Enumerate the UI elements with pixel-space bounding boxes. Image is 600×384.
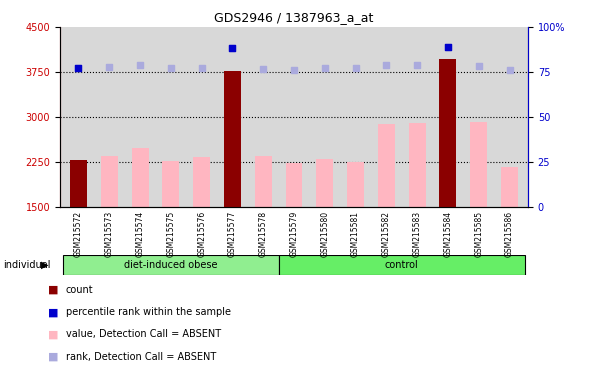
Text: GSM215578: GSM215578 — [259, 211, 268, 257]
Text: value, Detection Call = ABSENT: value, Detection Call = ABSENT — [66, 329, 221, 339]
Bar — [255, 156, 272, 207]
Text: percentile rank within the sample: percentile rank within the sample — [66, 307, 231, 317]
Bar — [70, 161, 87, 207]
Bar — [163, 161, 179, 207]
Bar — [286, 164, 302, 207]
Text: GSM215574: GSM215574 — [136, 211, 145, 257]
Text: ■: ■ — [48, 307, 59, 317]
Text: ■: ■ — [48, 352, 59, 362]
Text: count: count — [66, 285, 94, 295]
Text: GSM215583: GSM215583 — [413, 211, 422, 257]
Text: individual: individual — [3, 260, 50, 270]
Point — [505, 67, 514, 73]
Point — [412, 62, 422, 68]
Bar — [439, 60, 457, 207]
Text: GSM215579: GSM215579 — [290, 211, 299, 257]
Bar — [409, 123, 425, 207]
Text: control: control — [385, 260, 419, 270]
Text: GSM215577: GSM215577 — [228, 211, 237, 257]
Point — [227, 45, 237, 51]
Bar — [501, 167, 518, 207]
Text: GSM215586: GSM215586 — [505, 211, 514, 257]
Point — [351, 65, 361, 71]
Text: ■: ■ — [48, 329, 59, 339]
Title: GDS2946 / 1387963_a_at: GDS2946 / 1387963_a_at — [214, 11, 374, 24]
Bar — [347, 162, 364, 207]
Text: GSM215576: GSM215576 — [197, 211, 206, 257]
Text: diet-induced obese: diet-induced obese — [124, 260, 218, 270]
Point — [443, 44, 453, 50]
Point — [320, 65, 329, 71]
Point — [289, 67, 299, 73]
Bar — [378, 124, 395, 207]
Text: GSM215584: GSM215584 — [443, 211, 452, 257]
Bar — [63, 255, 278, 275]
Bar — [278, 255, 525, 275]
Point — [135, 62, 145, 68]
Bar — [470, 122, 487, 207]
Text: GSM215582: GSM215582 — [382, 211, 391, 257]
Text: GSM215580: GSM215580 — [320, 211, 329, 257]
Point — [74, 65, 83, 71]
Bar — [101, 156, 118, 207]
Text: ▶: ▶ — [41, 260, 49, 270]
Point — [74, 65, 83, 71]
Point — [166, 65, 176, 71]
Text: GSM215573: GSM215573 — [105, 211, 114, 257]
Text: GSM215585: GSM215585 — [474, 211, 483, 257]
Text: GSM215581: GSM215581 — [351, 211, 360, 257]
Point — [443, 44, 453, 50]
Point — [227, 45, 237, 51]
Point — [104, 64, 114, 70]
Point — [259, 66, 268, 72]
Bar — [193, 157, 210, 207]
Text: GSM215575: GSM215575 — [166, 211, 175, 257]
Bar — [224, 71, 241, 207]
Bar — [316, 159, 333, 207]
Bar — [131, 148, 149, 207]
Text: ■: ■ — [48, 285, 59, 295]
Text: rank, Detection Call = ABSENT: rank, Detection Call = ABSENT — [66, 352, 216, 362]
Point — [382, 62, 391, 68]
Text: GSM215572: GSM215572 — [74, 211, 83, 257]
Point — [197, 65, 206, 71]
Point — [474, 63, 484, 69]
